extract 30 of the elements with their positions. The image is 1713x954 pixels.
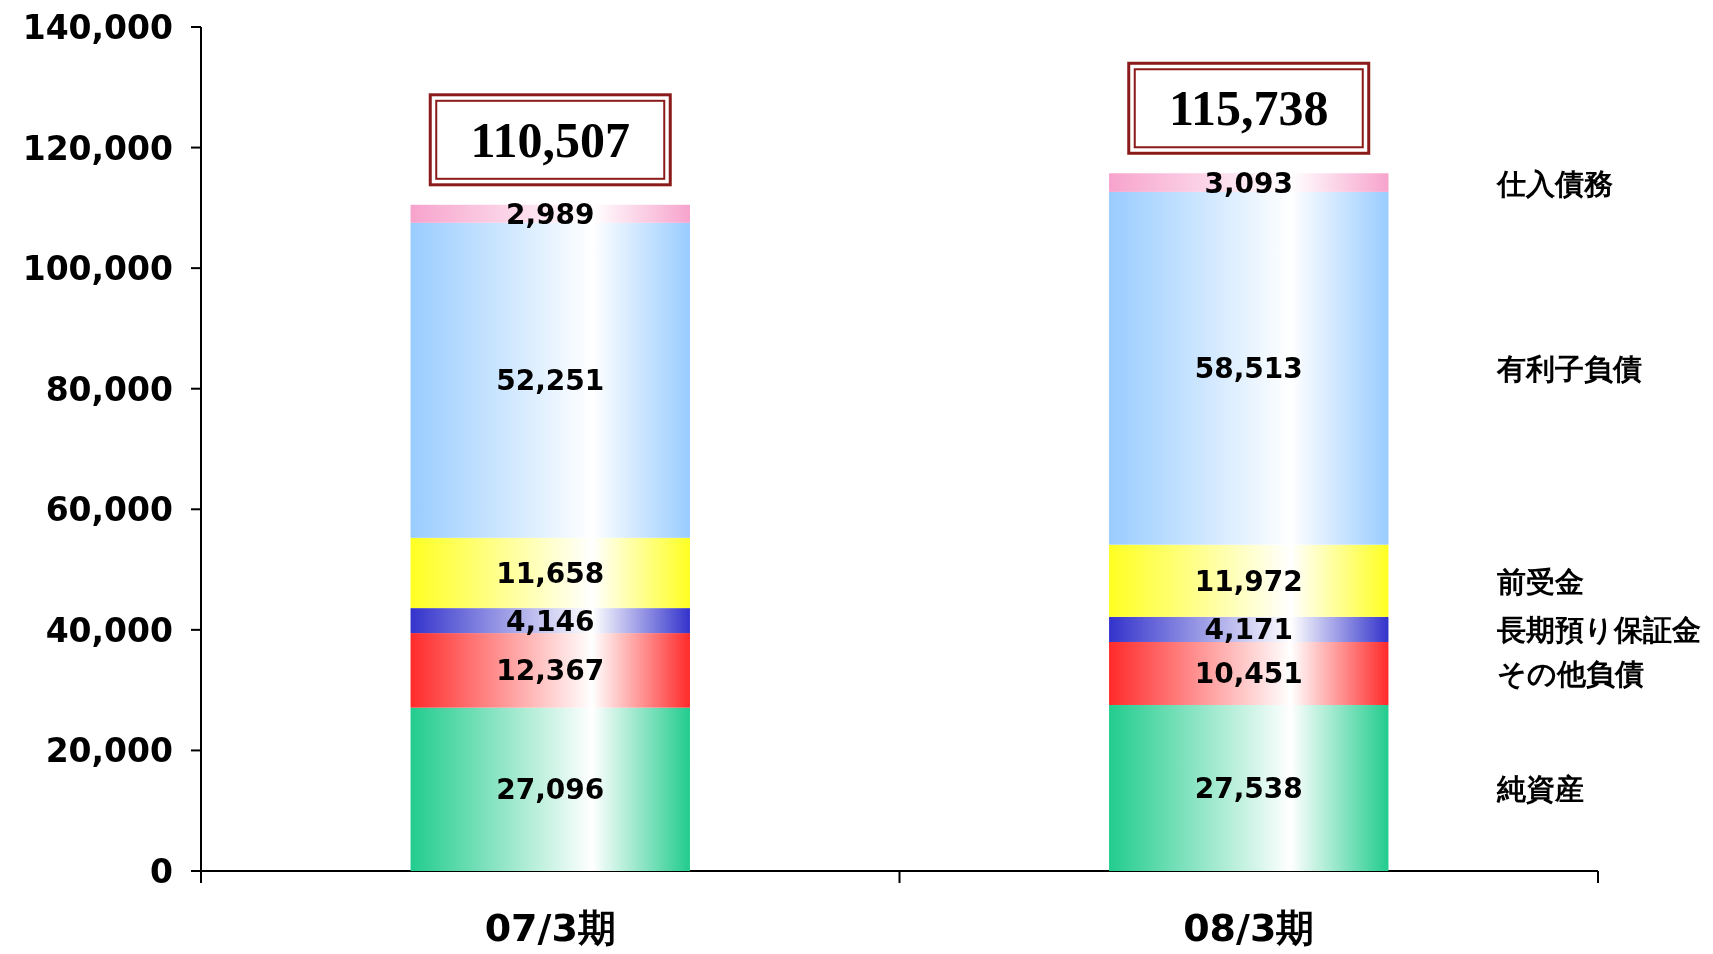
total-label: 110,507	[470, 111, 631, 168]
y-tick-label: 0	[150, 852, 173, 891]
total-label: 115,738	[1168, 80, 1329, 137]
y-tick-label: 40,000	[45, 610, 173, 650]
bar	[410, 707, 690, 871]
y-tick-label: 80,000	[45, 369, 173, 409]
x-tick-label: 07/3期	[484, 906, 616, 950]
y-tick-label: 100,000	[22, 249, 173, 289]
data-label: 12,367	[496, 654, 605, 688]
bar	[1109, 641, 1389, 705]
data-label: 4,146	[505, 604, 595, 638]
data-label: 52,251	[496, 364, 605, 398]
data-label: 10,451	[1194, 657, 1303, 691]
y-tick-label: 20,000	[45, 731, 173, 771]
bar	[410, 633, 690, 708]
data-label: 11,972	[1194, 564, 1303, 598]
data-label: 27,538	[1194, 771, 1303, 805]
data-label: 58,513	[1194, 352, 1303, 386]
data-label: 3,093	[1204, 166, 1294, 200]
data-label: 27,096	[496, 773, 605, 807]
bar	[1109, 704, 1389, 871]
data-label: 4,171	[1204, 613, 1294, 647]
y-tick-label: 140,000	[22, 8, 173, 47]
y-tick-label: 120,000	[22, 128, 173, 168]
data-label: 2,989	[505, 197, 595, 231]
y-tick-label: 60,000	[45, 490, 173, 530]
bar	[410, 537, 690, 609]
bar	[1109, 544, 1389, 617]
x-tick-label: 08/3期	[1183, 906, 1315, 950]
data-label: 11,658	[496, 556, 605, 590]
